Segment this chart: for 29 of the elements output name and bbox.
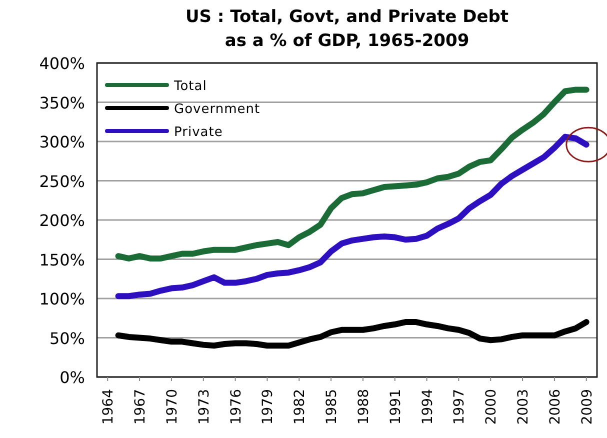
x-tick-label: 1973: [196, 389, 212, 425]
y-tick-label: 300%: [39, 132, 85, 152]
y-tick-label: 350%: [39, 93, 85, 112]
x-tick-label: 2009: [579, 389, 596, 425]
x-tick-label: 2003: [516, 389, 532, 425]
legend-label: Government: [174, 102, 260, 117]
x-tick-label: 1994: [420, 388, 436, 425]
x-tick-label: 1988: [356, 389, 372, 425]
y-tick-label: 250%: [39, 172, 85, 191]
x-tick-label: 1997: [452, 389, 468, 425]
x-tick-label: 2000: [484, 389, 500, 425]
x-tick-label: 2006: [547, 388, 564, 425]
x-tick-label: 1982: [292, 389, 308, 425]
x-tick-label: 1991: [388, 389, 404, 425]
chart-title: US : Total, Govt, and Private Debt as a % of GDP, 1965-2009: [185, 7, 509, 51]
x-tick-label: 1976: [228, 388, 244, 425]
y-tick-label: 200%: [39, 211, 85, 230]
legend-label: Total: [173, 79, 207, 94]
x-tick-label: 1985: [324, 389, 340, 425]
legend-label: Private: [174, 125, 223, 140]
x-tick-label: 1967: [132, 389, 149, 425]
x-tick-label: 1970: [164, 389, 180, 425]
x-tick-label: 1964: [100, 388, 117, 425]
y-tick-label: 400%: [39, 54, 85, 73]
y-tick-label: 150%: [39, 250, 85, 270]
y-tick-label: 50%: [49, 328, 85, 348]
y-tick-label: 100%: [39, 290, 85, 308]
y-tick-label: 0%: [60, 368, 85, 387]
x-tick-label: 1979: [260, 389, 276, 425]
